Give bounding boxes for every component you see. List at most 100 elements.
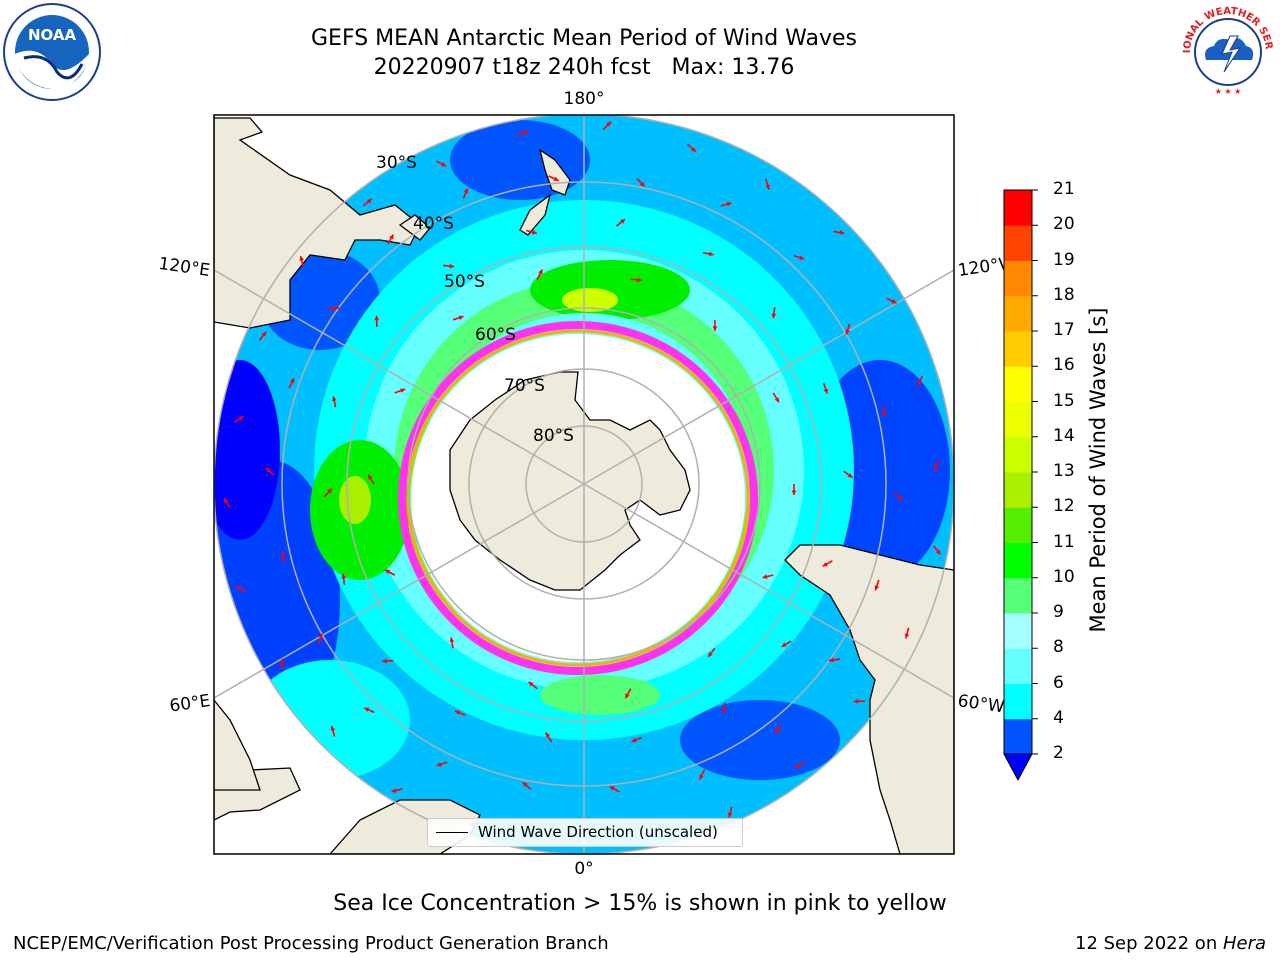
colorbar-band [1004, 613, 1032, 649]
wave-direction-arrowhead [331, 396, 337, 402]
lat-label-80s: 80°S [533, 426, 574, 446]
wave-direction-arrowhead [318, 633, 323, 639]
colorbar-band [1004, 331, 1032, 367]
wave-direction-arrowhead [904, 633, 910, 639]
footer-date: 12 Sep 2022 on Hera [1075, 933, 1266, 954]
wave-direction-arrowhead [261, 331, 267, 337]
colorbar-band [1004, 577, 1032, 614]
wave-direction-arrowhead [699, 774, 704, 780]
wave-direction-arrowhead [897, 495, 903, 501]
colorbar-tick-label: 19 [1053, 249, 1075, 270]
wave-direction-arrowhead [236, 585, 242, 591]
wave-direction-arrowhead [881, 411, 887, 417]
colorbar-tick-label: 12 [1053, 496, 1075, 517]
wave-direction-arrowhead [436, 762, 442, 767]
lon-label-60e: 60°E [168, 691, 211, 716]
wave-direction-arrowhead [712, 326, 718, 331]
wave-direction-arrowhead [528, 681, 534, 687]
chart-title: GEFS MEAN Antarctic Mean Period of Wind … [311, 26, 857, 51]
wave-direction-arrowhead [341, 573, 347, 579]
wave-direction-arrowhead [366, 198, 372, 204]
colorbar-tick-label: 10 [1053, 566, 1075, 587]
colorbar-tick-label: 13 [1053, 461, 1075, 481]
chart-subtitle: 20220907 t18z 240h fcst Max: 13.76 [373, 55, 795, 80]
wave-direction-arrowhead [441, 162, 447, 167]
colorbar-band [1004, 225, 1032, 261]
wave-direction-arrowhead [823, 388, 829, 394]
wave-direction-arrowhead [828, 657, 834, 663]
colorbar-band [1004, 436, 1032, 473]
wave-direction-arrowhead [762, 574, 768, 579]
colorbar-band [1004, 472, 1032, 508]
wave-direction-arrowhead [463, 188, 469, 194]
colorbar-band [1004, 366, 1032, 402]
wind-wave-direction-arrows [223, 121, 942, 839]
colorbar-band [1004, 718, 1032, 755]
noaa-logo: NOAA [3, 3, 101, 101]
wave-direction-arrowhead [330, 725, 336, 731]
colorbar-tick-label: 4 [1053, 707, 1064, 728]
colorbar-tick-label: 15 [1053, 390, 1075, 411]
wave-direction-arrowhead [774, 397, 779, 403]
wave-direction-arrowhead [553, 176, 559, 182]
wave-direction-arrowhead [708, 651, 713, 657]
wave-direction-arrowhead [637, 277, 642, 283]
colorbar-tick-label: 2 [1053, 743, 1064, 763]
colorbar-tick-label: 11 [1053, 531, 1075, 552]
colorbar-band [1004, 260, 1032, 297]
wave-direction-arrowhead [874, 585, 880, 591]
colorbar-band [1004, 683, 1032, 720]
lat-label-50s: 50°S [444, 272, 485, 292]
colorbar-tick-label: 21 [1053, 179, 1075, 199]
wave-direction-arrowhead [775, 729, 780, 735]
wave-direction-arrowhead [327, 488, 332, 494]
wave-direction-arrowhead [449, 637, 455, 643]
wave-direction-arrowhead [609, 786, 615, 791]
footer-date-text: 12 Sep 2022 on [1075, 933, 1223, 954]
wave-direction-arrowhead [532, 229, 537, 235]
noaa-logo-text: NOAA [28, 26, 77, 44]
colorbar-band [1004, 401, 1032, 438]
colorbar-band [1004, 507, 1032, 543]
legend-line-sample [436, 832, 468, 833]
sea-ice-note: Sea Ice Concentration > 15% is shown in … [333, 891, 947, 916]
legend-text: Wind Wave Direction (unscaled) [478, 823, 718, 841]
wave-direction-arrowhead [385, 569, 391, 575]
colorbar-tick-label: 20 [1053, 214, 1075, 235]
wave-direction-arrowhead [449, 263, 455, 269]
wave-direction-arrowhead [639, 181, 645, 187]
wave-direction-arrowhead [279, 658, 285, 664]
wave-direction-arrowhead [891, 299, 897, 304]
wave-direction-arrowhead [726, 201, 732, 207]
wave-direction-arrowhead [364, 707, 370, 712]
wave-direction-arrowhead [224, 498, 229, 504]
wave-direction-arrowhead [538, 269, 543, 275]
wave-direction-arrowhead [368, 474, 373, 480]
wave-direction-arrowhead [781, 642, 787, 647]
colorbar-tick-label: 8 [1053, 637, 1064, 658]
colorbar-band [1004, 190, 1032, 226]
lat-label-70s: 70°S [504, 376, 545, 396]
lat-label-60s: 60°S [475, 325, 516, 345]
wave-direction-arrowhead [545, 732, 551, 738]
wave-direction-arrowhead [280, 551, 286, 557]
land-masses [214, 117, 954, 854]
nws-logo: NATIONAL WEATHER SERVICE ★ ★ ★ [1178, 2, 1276, 100]
lon-label-180: 180° [564, 89, 605, 109]
colorbar-tick-label: 9 [1053, 602, 1064, 622]
wave-direction-arrowhead [334, 305, 340, 311]
wave-direction-arrowhead [238, 416, 244, 421]
colorbar-tick-label: 6 [1053, 672, 1064, 693]
wave-direction-arrowhead [917, 381, 922, 387]
wave-direction-arrowhead [458, 315, 464, 321]
wave-direction-arrowhead [795, 763, 801, 768]
lat-label-30s: 30°S [376, 153, 417, 173]
wave-direction-arrowhead [389, 234, 394, 240]
colorbar [1003, 189, 1038, 782]
wave-direction-arrowhead [845, 329, 850, 335]
wave-direction-arrowhead [853, 698, 859, 704]
wave-direction-arrowhead [791, 490, 797, 495]
colorbar-tick-label: 17 [1053, 320, 1075, 340]
graticule [214, 115, 954, 854]
